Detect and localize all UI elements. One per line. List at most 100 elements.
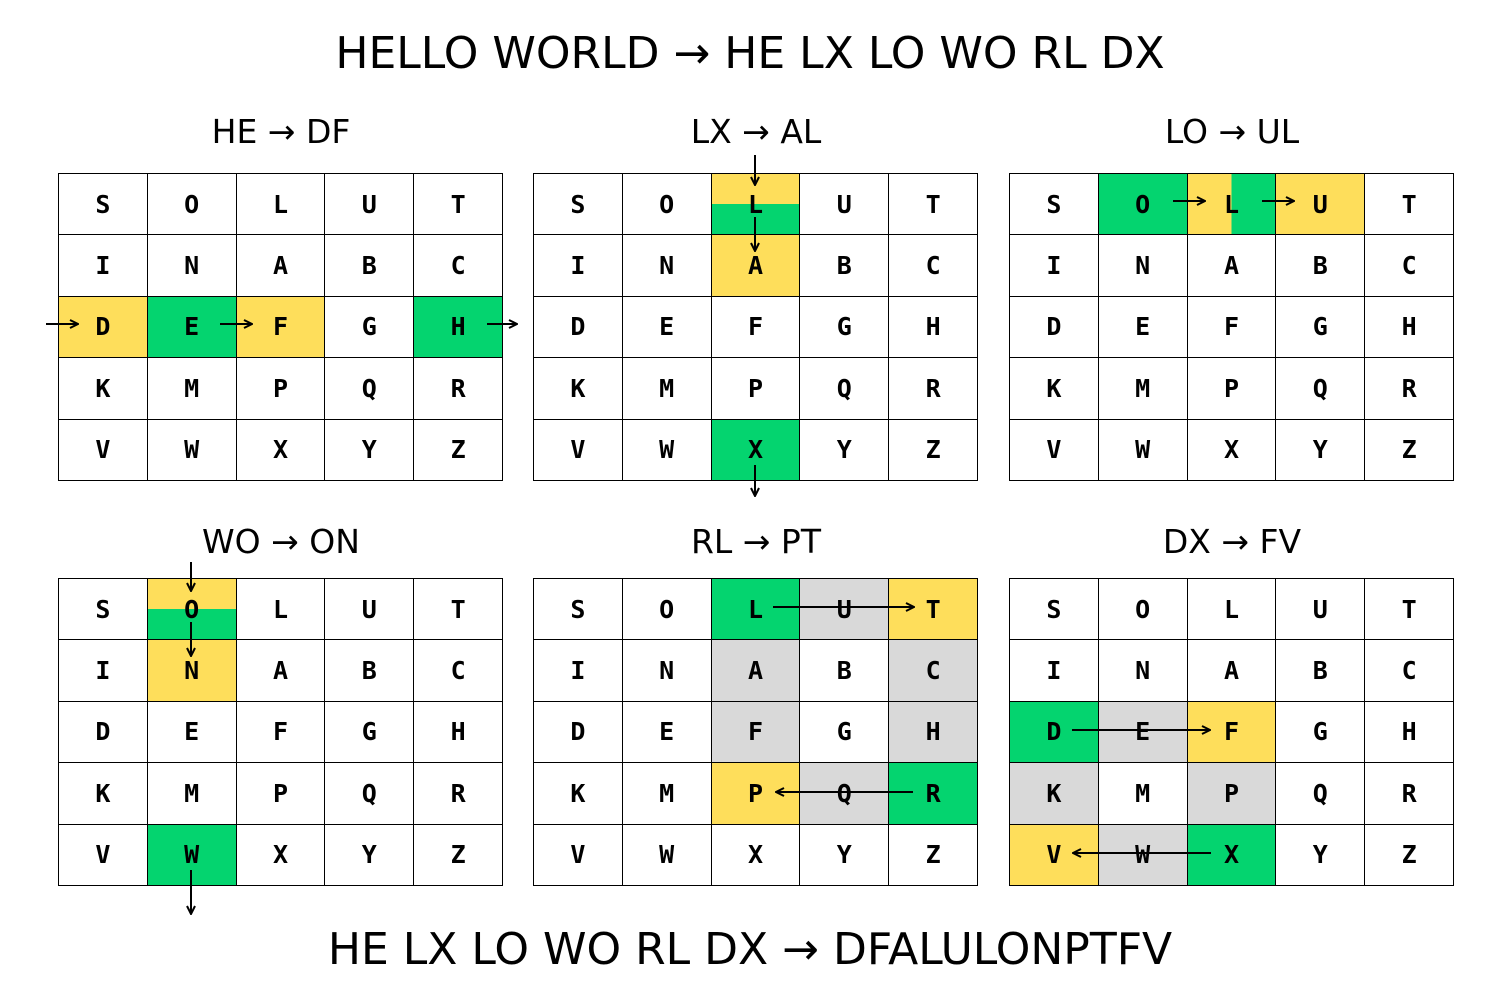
- grid-cell-m: M: [147, 358, 237, 420]
- panel-label-lx: LX → AL: [690, 112, 822, 151]
- grid-cell-k: K: [1010, 358, 1099, 420]
- grid-cell-w: W: [1098, 419, 1188, 481]
- grid-cell-c: C: [414, 640, 503, 702]
- grid-cell-n: N: [622, 235, 712, 297]
- grid-cell-p: P: [711, 358, 801, 420]
- grid-cell-g: G: [1276, 296, 1366, 359]
- grid-cell-m: M: [1098, 763, 1188, 825]
- grid-cell-q: Q: [1276, 358, 1366, 420]
- grid-cell-b: B: [1276, 235, 1366, 297]
- panel-label-wo: WO → ON: [202, 522, 360, 561]
- grid-cell-m: M: [147, 763, 237, 825]
- grid-cell-m: M: [622, 763, 712, 825]
- grid-cell-k: K: [59, 763, 148, 825]
- grid-cell-x: X: [1187, 824, 1277, 886]
- grid-cell-y: Y: [1276, 419, 1366, 481]
- grid-cell-s: S: [534, 174, 623, 236]
- grid-cell-h: H: [414, 701, 503, 764]
- grid-cell-h: H: [1365, 296, 1454, 359]
- grid-cell-b: B: [1276, 640, 1366, 702]
- grid-cell-c: C: [889, 640, 978, 702]
- grid-cell-s: S: [534, 579, 623, 641]
- grid-cell-c: C: [1365, 640, 1454, 702]
- grid-cell-d: D: [1010, 701, 1099, 764]
- grid-cell-a: A: [711, 640, 801, 702]
- grid-cell-z: Z: [1365, 824, 1454, 886]
- grid-cell-e: E: [622, 296, 712, 359]
- grid-cell-z: Z: [889, 419, 978, 481]
- grid-cell-w: W: [622, 824, 712, 886]
- grid-cell-s: S: [1010, 579, 1099, 641]
- grid-cell-i: I: [1010, 235, 1099, 297]
- grid-cell-c: C: [1365, 235, 1454, 297]
- grid-cell-f: F: [1187, 701, 1277, 764]
- grid-cell-h: H: [414, 296, 503, 359]
- grid-cell-i: I: [534, 640, 623, 702]
- grid-cell-g: G: [1276, 701, 1366, 764]
- diagram-title: HELLO WORLD → HE LX LO WO RL DX: [335, 28, 1165, 79]
- grid-cell-e: E: [622, 701, 712, 764]
- grid-cell-g: G: [800, 296, 890, 359]
- panel-label-he: HE → DF: [211, 112, 351, 151]
- grid-cell-w: W: [147, 824, 237, 886]
- grid-cell-l: L: [236, 174, 326, 236]
- grid-cell-q: Q: [325, 358, 415, 420]
- grid-cell-l: L: [236, 579, 326, 641]
- grid-cell-s: S: [59, 174, 148, 236]
- grid-cell-w: W: [622, 419, 712, 481]
- grid-cell-r: R: [889, 358, 978, 420]
- grid-cell-o: O: [622, 174, 712, 236]
- grid-cell-z: Z: [414, 419, 503, 481]
- grid-cell-o: O: [147, 579, 237, 641]
- grid-cell-d: D: [59, 701, 148, 764]
- grid-cell-k: K: [534, 358, 623, 420]
- grid-cell-o: O: [622, 579, 712, 641]
- grid-cell-e: E: [1098, 701, 1188, 764]
- grid-cell-z: Z: [1365, 419, 1454, 481]
- grid-cell-a: A: [1187, 640, 1277, 702]
- grid-cell-r: R: [889, 763, 978, 825]
- grid-cell-r: R: [414, 358, 503, 420]
- panel-label-dx: DX → FV: [1162, 522, 1302, 561]
- grid-cell-o: O: [1098, 174, 1188, 236]
- grid-cell-m: M: [622, 358, 712, 420]
- grid-cell-l: L: [1187, 174, 1277, 236]
- grid-cell-x: X: [236, 824, 326, 886]
- grid-cell-i: I: [59, 640, 148, 702]
- grid-cell-f: F: [711, 701, 801, 764]
- grid-cell-g: G: [325, 701, 415, 764]
- grid-cell-f: F: [236, 296, 326, 359]
- panel-label-rl: RL → PT: [690, 522, 821, 561]
- grid-cell-y: Y: [325, 824, 415, 886]
- grid-cell-n: N: [147, 640, 237, 702]
- grid-cell-c: C: [414, 235, 503, 297]
- grid-cell-i: I: [59, 235, 148, 297]
- result-text: HE LX LO WO RL DX → DFALULONPTFV: [327, 924, 1173, 975]
- grid-cell-q: Q: [800, 358, 890, 420]
- grid-cell-p: P: [236, 358, 326, 420]
- grid-cell-s: S: [59, 579, 148, 641]
- grid-cell-p: P: [1187, 763, 1277, 825]
- grid-cell-n: N: [1098, 235, 1188, 297]
- grid-cell-l: L: [1187, 579, 1277, 641]
- grid-cell-p: P: [1187, 358, 1277, 420]
- grid-cell-e: E: [147, 701, 237, 764]
- grid-cell-d: D: [59, 296, 148, 359]
- grid-cell-t: T: [414, 579, 503, 641]
- grid-cell-y: Y: [1276, 824, 1366, 886]
- grid-cell-n: N: [622, 640, 712, 702]
- grid-cell-t: T: [1365, 579, 1454, 641]
- grid-cell-v: V: [534, 419, 623, 481]
- grid-cell-t: T: [1365, 174, 1454, 236]
- grid-cell-v: V: [59, 419, 148, 481]
- grid-cell-e: E: [1098, 296, 1188, 359]
- grid-cell-y: Y: [800, 419, 890, 481]
- grid-cell-u: U: [800, 579, 890, 641]
- grid-cell-o: O: [147, 174, 237, 236]
- grid-cell-t: T: [889, 579, 978, 641]
- grid-cell-y: Y: [800, 824, 890, 886]
- grid-cell-g: G: [800, 701, 890, 764]
